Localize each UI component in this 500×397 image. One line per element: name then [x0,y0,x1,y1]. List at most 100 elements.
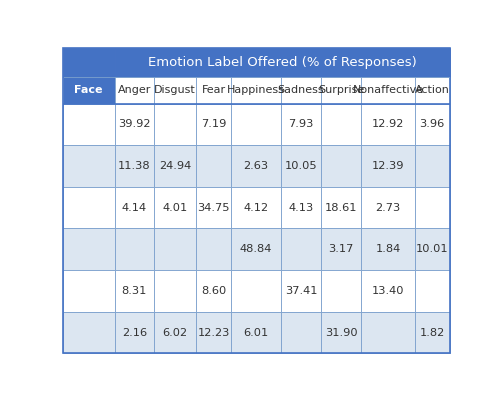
Bar [62,270,115,312]
Bar [62,48,115,77]
Text: Sadness: Sadness [278,85,324,95]
Text: 4.13: 4.13 [288,202,314,213]
Bar [154,187,196,228]
Bar [115,48,450,77]
Bar [196,228,232,270]
Text: Disgust: Disgust [154,85,196,95]
Bar [115,270,154,312]
Bar [115,104,154,145]
Bar [362,77,414,104]
Bar [414,104,450,145]
Text: 1.82: 1.82 [420,328,445,337]
Text: Fear: Fear [202,85,226,95]
Bar [115,187,154,228]
Bar [362,145,414,187]
Text: 37.41: 37.41 [284,286,317,296]
Bar [154,270,196,312]
Bar [321,104,362,145]
Bar [321,187,362,228]
Bar [154,77,196,104]
Text: 4.14: 4.14 [122,202,147,213]
Bar [62,312,115,353]
Bar [232,228,280,270]
Text: 3.96: 3.96 [420,119,445,129]
Text: 48.84: 48.84 [240,244,272,254]
Text: 12.92: 12.92 [372,119,404,129]
Bar [232,187,280,228]
Bar [362,104,414,145]
Text: 8.60: 8.60 [201,286,226,296]
Bar [362,312,414,353]
Text: 6.02: 6.02 [162,328,188,337]
Bar [154,228,196,270]
Bar [232,312,280,353]
Text: 8.31: 8.31 [122,286,147,296]
Bar [62,77,115,104]
Bar [196,187,232,228]
Bar [414,270,450,312]
Text: 4.12: 4.12 [244,202,268,213]
Bar [196,104,232,145]
Bar [62,228,115,270]
Bar [232,270,280,312]
Bar [414,228,450,270]
Text: 3.17: 3.17 [328,244,354,254]
Bar [414,145,450,187]
Text: 4.01: 4.01 [162,202,188,213]
Text: 13.40: 13.40 [372,286,404,296]
Bar [115,145,154,187]
Bar [321,228,362,270]
Text: 2.63: 2.63 [244,161,268,171]
Bar [362,187,414,228]
Bar [115,77,154,104]
Bar [362,228,414,270]
Text: Happiness: Happiness [227,85,285,95]
Bar [232,77,280,104]
Bar [321,312,362,353]
Bar [196,270,232,312]
Text: Nonaffective: Nonaffective [352,85,424,95]
Bar [280,104,321,145]
Text: 2.16: 2.16 [122,328,147,337]
Bar [414,312,450,353]
Text: 7.93: 7.93 [288,119,314,129]
Bar [321,77,362,104]
Text: 2.73: 2.73 [376,202,400,213]
Bar [196,312,232,353]
Bar [280,187,321,228]
Bar [232,104,280,145]
Text: 1.84: 1.84 [376,244,400,254]
Text: 7.19: 7.19 [201,119,226,129]
Bar [154,104,196,145]
Bar [280,145,321,187]
Bar [321,145,362,187]
Bar [232,145,280,187]
Bar [196,145,232,187]
Text: Emotion Label Offered (% of Responses): Emotion Label Offered (% of Responses) [148,56,417,69]
Text: 24.94: 24.94 [159,161,191,171]
Text: 10.01: 10.01 [416,244,448,254]
Bar [414,187,450,228]
Bar [154,145,196,187]
Bar [362,270,414,312]
Text: 12.39: 12.39 [372,161,404,171]
Text: 31.90: 31.90 [325,328,358,337]
Bar [154,312,196,353]
Bar [62,104,115,145]
Bar [280,312,321,353]
Bar [62,187,115,228]
Bar [280,228,321,270]
Text: Face: Face [74,85,103,95]
Text: 10.05: 10.05 [284,161,317,171]
Bar [62,145,115,187]
Text: Surprise: Surprise [318,85,364,95]
Bar [115,228,154,270]
Bar [280,77,321,104]
Bar [280,270,321,312]
Text: 11.38: 11.38 [118,161,150,171]
Bar [414,77,450,104]
Text: Action: Action [415,85,450,95]
Text: 12.23: 12.23 [198,328,230,337]
Text: 6.01: 6.01 [244,328,268,337]
Text: 34.75: 34.75 [198,202,230,213]
